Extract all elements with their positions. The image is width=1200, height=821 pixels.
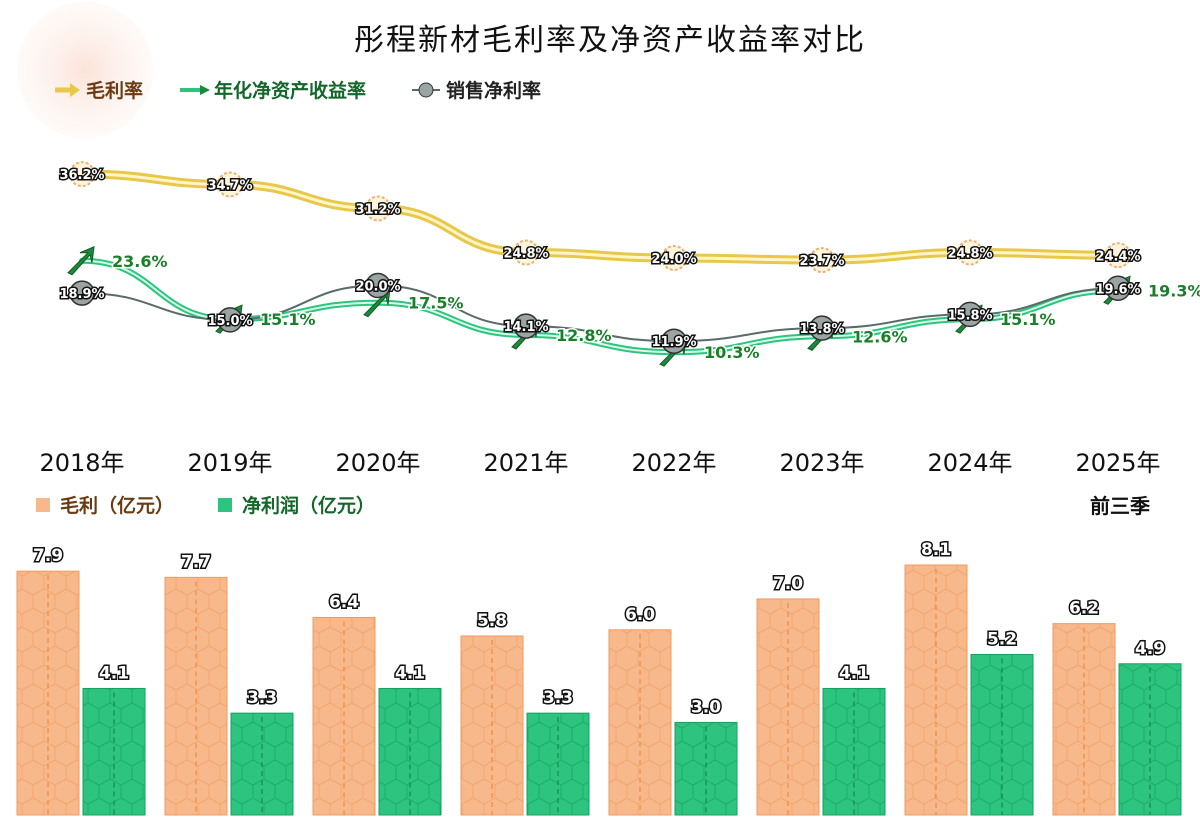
year-label: 2022年 [631,449,716,477]
data-label-gross-margin: 24.8% [503,247,548,262]
year-label: 2023年 [779,449,864,477]
legend-swatch-gross-profit [36,498,50,512]
bar-label-gross-profit: 5.8 [477,611,507,631]
year-label: 2021年 [483,449,568,477]
data-label-roe: 10.3% [704,343,760,362]
bar-label-gross-profit: 6.2 [1069,599,1099,619]
bar-label-net-profit: 4.1 [839,663,869,683]
bar-label-gross-profit: 8.1 [921,540,951,560]
legend-label-net-profit: 净利润（亿元） [242,494,375,517]
data-label-net-margin: 19.6% [1095,282,1140,297]
bar-label-net-profit: 4.1 [395,663,425,683]
data-label-roe: 17.5% [408,294,464,313]
bar-label-gross-profit: 6.4 [329,592,359,612]
legend: 毛利率 年化净资产收益率 销售净利率 [55,79,541,102]
bar-label-gross-profit: 6.0 [625,605,655,625]
data-label-gross-margin: 31.2% [355,203,400,218]
data-label-net-margin: 15.8% [947,308,992,323]
bar-gross-profit [164,576,228,816]
bar-legend: 毛利（亿元） 净利润（亿元） [36,494,375,517]
marker-net-margin [1105,275,1131,301]
year-label: 2019年 [187,449,272,477]
bar-label-net-profit: 3.3 [247,688,277,708]
legend-label-gross-profit: 毛利（亿元） [60,494,174,517]
data-label-gross-margin: 24.8% [947,247,992,262]
bar-label-net-profit: 3.3 [543,688,573,708]
legend-label-roe: 年化净资产收益率 [214,79,366,102]
data-label-net-margin: 14.1% [503,320,548,335]
bar-label-net-profit: 3.0 [691,697,721,717]
legend-item-net-margin: 销售净利率 [412,79,541,102]
data-label-roe: 23.6% [112,252,168,271]
marker-gross-margin [809,247,835,274]
year-sub-label: 前三季 [1090,494,1150,518]
data-label-roe: 19.3% [1148,281,1200,300]
chart-title: 彤程新材毛利率及净资产收益率对比 [354,23,866,58]
data-label-roe: 12.6% [852,327,908,346]
marker-net-margin [661,328,687,354]
data-label-net-margin: 11.9% [651,335,696,350]
line-plot: 36.2% 34.7% 31.2% 24.8% 24.0% 23.7% 24.8% 24.4%… [58,161,1200,367]
year-label: 2024年 [927,449,1012,477]
watermark-logo [17,2,153,138]
year-labels: 2018年 2019年 2020年 2021年 2022年 2023年 2024年 2025年 [39,449,1160,477]
marker-gross-margin [217,171,243,198]
bar-gross-profit [608,629,672,816]
year-label: 2020年 [335,449,420,477]
bar-plot: 7.9 7.7 6.4 5.8 6.0 7.0 8.1 6.2 4.1 3.3 4.1 3.3 3.0 4… [16,539,1182,816]
bar-label-gross-profit: 7.7 [181,552,211,572]
data-label-roe: 15.1% [1000,310,1056,329]
series-line-net-margin [81,284,1119,343]
legend-label-gross-margin: 毛利率 [86,79,143,102]
bar-label-net-profit: 5.2 [987,630,1017,650]
legend-swatch-net-profit [218,498,232,512]
legend-item-gross-margin: 毛利率 [55,79,143,102]
data-label-gross-margin: 24.4% [1095,249,1140,264]
bar-label-net-profit: 4.1 [99,663,129,683]
marker-net-margin [809,315,835,341]
marker-net-margin [513,313,539,339]
marker-gross-margin [661,245,687,271]
year-label: 2025年 [1075,449,1160,477]
marker-gross-margin [957,239,983,266]
marker-net-margin [69,280,95,306]
bar-label-gross-profit: 7.0 [773,574,803,594]
data-label-net-margin: 20.0% [355,280,400,295]
data-label-gross-margin: 23.7% [799,254,844,269]
data-label-net-margin: 18.9% [59,287,104,302]
marker-net-margin [365,272,391,299]
year-label: 2018年 [39,449,124,477]
legend-label-net-margin: 销售净利率 [446,79,541,102]
marker-gross-margin [1105,242,1131,269]
marker-gross-margin [513,239,539,266]
bar-gross-profit [756,598,820,816]
data-label-net-margin: 13.8% [799,322,844,337]
bar-label-net-profit: 4.9 [1135,639,1165,659]
data-label-gross-margin: 34.7% [207,178,252,193]
data-label-roe: 15.1% [260,310,316,329]
marker-gross-margin [365,195,391,222]
data-label-gross-margin: 36.2% [59,168,104,183]
marker-gross-margin [69,161,95,188]
data-label-net-margin: 15.0% [207,314,252,329]
series-line-highlight-gross-margin [81,172,1119,262]
legend-item-roe: 年化净资产收益率 [180,79,366,102]
marker-roe [67,245,95,276]
marker-net-margin [957,301,983,328]
data-label-roe: 12.8% [556,326,612,345]
bar-label-gross-profit: 7.9 [33,546,63,566]
marker-net-margin [217,307,243,333]
data-label-gross-margin: 24.0% [651,252,696,267]
